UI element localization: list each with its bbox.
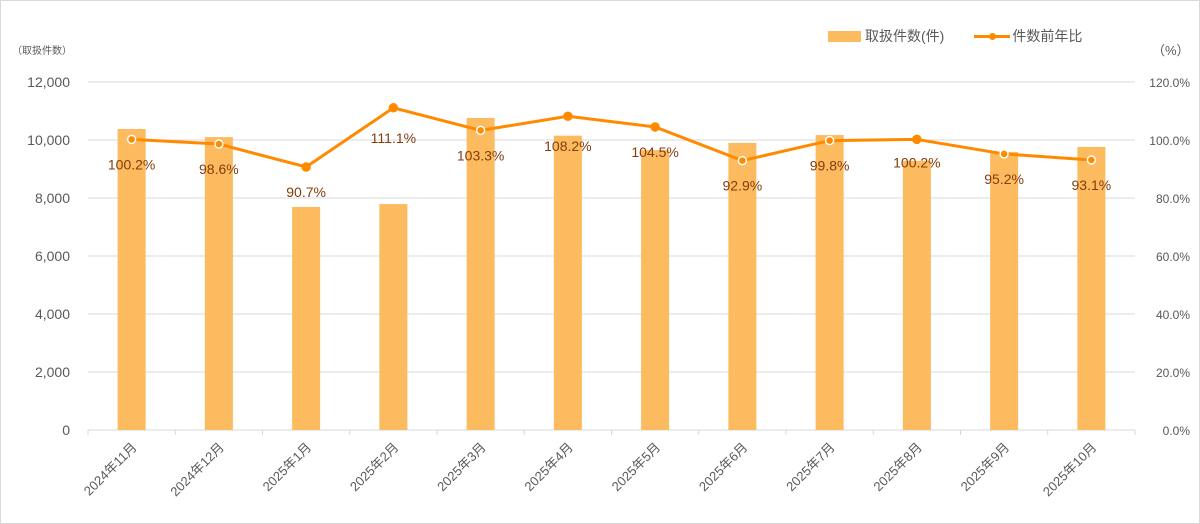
right-tick-label: 120.0% — [1149, 76, 1190, 90]
left-tick-label: 10,000 — [27, 132, 70, 148]
bar — [553, 135, 582, 430]
data-label: 90.7% — [286, 184, 326, 200]
bar — [117, 128, 146, 431]
right-tick-label: 100.0% — [1149, 134, 1190, 148]
left-tick-label: 12,000 — [27, 74, 70, 90]
left-tick-label: 0 — [62, 422, 70, 438]
data-point-marker — [650, 122, 660, 132]
left-tick-label: 8,000 — [35, 190, 70, 206]
right-tick-label: 40.0% — [1156, 308, 1190, 322]
x-category-label: 2025年4月 — [521, 440, 576, 495]
right-axis-title: （%） — [1152, 43, 1190, 58]
x-category-label: 2025年10月 — [1040, 440, 1100, 500]
data-point-marker — [388, 103, 399, 113]
data-point-marker — [214, 139, 224, 149]
left-tick-label: 2,000 — [35, 364, 70, 380]
x-category-label: 2025年9月 — [958, 440, 1013, 495]
bar — [728, 142, 757, 430]
data-label: 98.6% — [199, 161, 239, 177]
data-label: 100.2% — [108, 156, 155, 172]
yoy-line — [131, 106, 1092, 169]
bar — [815, 135, 844, 430]
x-category-label: 2025年1月 — [260, 440, 315, 495]
data-point-marker — [475, 125, 486, 136]
right-tick-label: 80.0% — [1156, 192, 1190, 206]
x-category-label: 2024年12月 — [167, 440, 227, 500]
bar — [466, 117, 495, 431]
data-label: 93.1% — [1072, 177, 1112, 193]
data-label: 95.2% — [984, 171, 1024, 187]
bar — [990, 151, 1019, 430]
bar — [292, 206, 321, 430]
legend-bar-label: 取扱件数(件) — [865, 28, 945, 44]
data-label: 100.2% — [893, 154, 940, 170]
x-category-label: 2025年6月 — [696, 440, 751, 495]
right-tick-label: 0.0% — [1163, 424, 1191, 438]
right-tick-label: 60.0% — [1156, 250, 1190, 264]
data-label: 99.8% — [810, 158, 850, 174]
x-category-label: 2025年3月 — [434, 440, 489, 495]
data-point-marker — [999, 149, 1009, 159]
data-label: 111.1% — [371, 130, 416, 146]
legend: 取扱件数(件) 件数前年比 — [828, 26, 1082, 46]
legend-bar-swatch — [828, 30, 861, 42]
x-category-label: 2025年8月 — [870, 440, 925, 495]
legend-line-label: 件数前年比 — [1012, 28, 1083, 44]
right-tick-label: 20.0% — [1156, 366, 1190, 380]
data-label: 92.9% — [723, 178, 763, 194]
data-point-marker — [912, 134, 922, 145]
x-category-label: 2025年5月 — [609, 440, 664, 495]
data-label: 104.5% — [631, 144, 678, 160]
left-tick-label: 6,000 — [35, 248, 70, 264]
data-point-marker — [301, 162, 311, 172]
left-tick-label: 4,000 — [35, 306, 70, 322]
x-category-label: 2025年2月 — [347, 440, 402, 495]
legend-line-swatch — [974, 29, 1011, 43]
bar — [1077, 146, 1106, 430]
bar — [641, 150, 670, 430]
data-point-marker — [563, 111, 573, 121]
x-category-label: 2025年7月 — [783, 440, 838, 495]
data-point-marker — [824, 135, 835, 146]
data-label: 103.3% — [457, 147, 504, 163]
data-label: 108.2% — [544, 138, 591, 154]
bar — [204, 137, 233, 430]
bar — [902, 160, 931, 430]
x-category-label: 2024年11月 — [81, 440, 140, 499]
bar — [379, 204, 408, 430]
data-point-marker — [1086, 155, 1097, 165]
left-axis-title: （取扱件数） — [12, 46, 72, 57]
data-point-marker — [737, 155, 748, 166]
data-point-marker — [126, 134, 137, 145]
